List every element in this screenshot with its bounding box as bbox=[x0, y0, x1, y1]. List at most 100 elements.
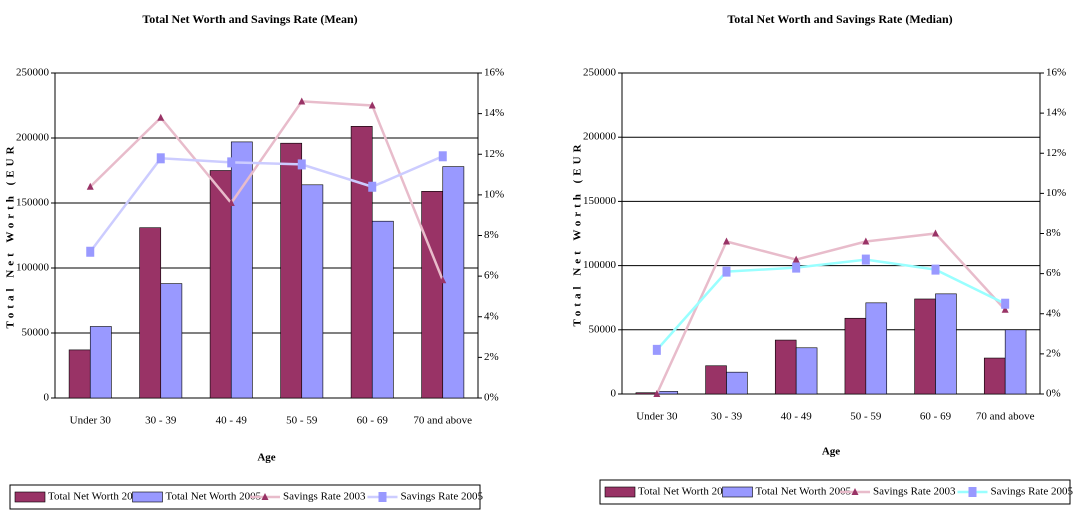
y2-tick-label: 16% bbox=[1046, 67, 1066, 79]
x-tick-label: 60 - 69 bbox=[920, 411, 952, 423]
bar bbox=[635, 392, 658, 395]
y-tick-label: 100000 bbox=[583, 259, 617, 271]
bar bbox=[301, 184, 324, 399]
x-tick-label: Under 30 bbox=[70, 415, 112, 427]
x-axis-label: Age bbox=[257, 452, 275, 464]
y-tick-label: 100000 bbox=[16, 262, 50, 274]
y2-tick-label: 4% bbox=[1046, 307, 1061, 319]
chart-title: Total Net Worth and Savings Rate (Median… bbox=[727, 12, 952, 26]
marker bbox=[439, 276, 447, 284]
y2-tick-label: 2% bbox=[1046, 347, 1061, 359]
marker bbox=[653, 390, 661, 397]
marker bbox=[297, 159, 306, 170]
bar bbox=[656, 391, 679, 395]
marker bbox=[368, 101, 376, 109]
legend-label: Savings Rate 2005 bbox=[401, 491, 484, 503]
legend-label: Total Net Worth 2005 bbox=[166, 491, 262, 503]
x-tick-label: 50 - 59 bbox=[850, 411, 882, 423]
bar bbox=[209, 170, 232, 399]
bar bbox=[160, 283, 183, 399]
marker bbox=[1001, 305, 1009, 313]
bar bbox=[280, 142, 303, 399]
y-tick-label: 250000 bbox=[583, 67, 617, 79]
y2-tick-label: 2% bbox=[484, 351, 499, 363]
legend-marker bbox=[851, 488, 859, 495]
bar bbox=[230, 141, 253, 399]
y2-tick-label: 10% bbox=[1046, 187, 1066, 199]
x-tick-label: 30 - 39 bbox=[711, 411, 743, 423]
bar bbox=[935, 293, 957, 395]
y-tick-label: 50000 bbox=[22, 327, 50, 339]
bar bbox=[983, 357, 1006, 395]
bar bbox=[774, 339, 797, 395]
x-tick-label: Under 30 bbox=[636, 411, 678, 423]
line bbox=[89, 100, 444, 281]
y2-tick-label: 0% bbox=[1046, 388, 1061, 400]
line bbox=[89, 155, 444, 253]
y-tick-label: 150000 bbox=[16, 197, 50, 209]
legend-marker bbox=[968, 487, 977, 497]
y2-tick-label: 8% bbox=[484, 229, 499, 241]
y-axis-label: Total Net Worth (EUR bbox=[5, 142, 17, 328]
legend-swatch bbox=[132, 491, 163, 503]
x-tick-label: 50 - 59 bbox=[286, 415, 318, 427]
y-tick-label: 200000 bbox=[16, 132, 50, 144]
marker bbox=[86, 246, 95, 257]
chart-title: Total Net Worth and Savings Rate (Mean) bbox=[142, 12, 357, 26]
y-tick-label: 250000 bbox=[16, 67, 50, 79]
y-tick-label: 150000 bbox=[583, 195, 617, 207]
x-axis-label: Age bbox=[822, 446, 840, 458]
marker bbox=[792, 255, 800, 263]
x-tick-label: 70 and above bbox=[413, 415, 472, 427]
bar bbox=[865, 302, 888, 395]
line bbox=[655, 232, 1007, 395]
legend-frame bbox=[9, 484, 481, 510]
y2-tick-label: 4% bbox=[484, 310, 499, 322]
marker bbox=[438, 151, 447, 162]
marker bbox=[368, 181, 377, 192]
legend-marker bbox=[261, 493, 269, 500]
y2-tick-label: 12% bbox=[484, 148, 504, 160]
bar bbox=[68, 349, 91, 399]
bar bbox=[421, 191, 444, 399]
y-tick-label: 50000 bbox=[589, 323, 617, 335]
bar bbox=[89, 326, 112, 399]
x-tick-label: 40 - 49 bbox=[781, 411, 813, 423]
bar bbox=[795, 347, 818, 395]
marker bbox=[1001, 298, 1010, 309]
y-tick-label: 0 bbox=[44, 392, 50, 404]
marker bbox=[157, 113, 165, 121]
bar bbox=[914, 298, 936, 395]
legend-frame bbox=[599, 479, 1071, 505]
legend-swatch bbox=[722, 486, 753, 498]
x-tick-label: 40 - 49 bbox=[216, 415, 248, 427]
marker bbox=[86, 182, 94, 190]
bar bbox=[705, 365, 727, 395]
plot-frame bbox=[54, 72, 479, 399]
marker bbox=[723, 237, 730, 245]
y-tick-label: 0 bbox=[611, 388, 617, 400]
y2-tick-label: 12% bbox=[1046, 147, 1066, 159]
bar bbox=[442, 166, 465, 399]
y2-tick-label: 16% bbox=[484, 67, 504, 79]
marker bbox=[861, 254, 870, 265]
legend-label: Savings Rate 2003 bbox=[873, 486, 956, 498]
bar bbox=[844, 317, 867, 395]
y-tick-label: 200000 bbox=[583, 131, 617, 143]
marker bbox=[722, 266, 731, 277]
legend-swatch bbox=[14, 491, 46, 503]
marker bbox=[652, 344, 661, 355]
marker bbox=[227, 157, 236, 168]
bar bbox=[726, 371, 748, 395]
bar bbox=[139, 227, 162, 399]
bar bbox=[371, 220, 394, 399]
plot-frame bbox=[621, 72, 1041, 395]
x-tick-label: 60 - 69 bbox=[357, 415, 389, 427]
y2-tick-label: 0% bbox=[484, 392, 499, 404]
legend-label: Savings Rate 2005 bbox=[991, 486, 1074, 498]
y2-tick-label: 10% bbox=[484, 188, 504, 200]
line bbox=[655, 258, 1006, 351]
y-axis-label: Total Net Worth (EUR bbox=[572, 140, 584, 326]
